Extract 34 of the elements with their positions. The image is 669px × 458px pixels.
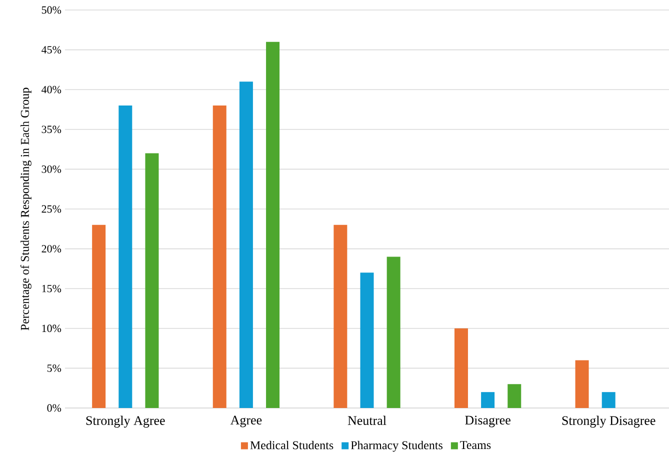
y-tick-label: 30%: [42, 165, 62, 173]
y-tick-label: 15%: [42, 284, 62, 292]
bar: [212, 106, 226, 408]
bar: [92, 224, 106, 408]
bar: [239, 82, 253, 408]
bar: [118, 106, 132, 408]
y-axis-title: Percentage of Students Responding in Each Group: [20, 88, 32, 330]
y-tick-label: 50%: [42, 6, 62, 14]
legend-label: Pharmacy Students: [350, 440, 442, 452]
y-tick-label: 10%: [42, 324, 62, 332]
bar: [360, 272, 374, 408]
y-tick-label: 35%: [42, 126, 62, 134]
y-tick-label: 45%: [42, 46, 62, 54]
y-tick-label: 0%: [47, 404, 62, 412]
y-tick-label: 20%: [42, 245, 62, 253]
bar: [481, 392, 495, 408]
x-tick-label: Strongly Disagree: [562, 416, 656, 428]
y-tick-label: 40%: [42, 86, 62, 94]
legend-label: Teams: [460, 441, 491, 450]
y-tick-label: 5%: [47, 364, 62, 372]
bar: [266, 42, 280, 408]
bar: [602, 392, 616, 408]
y-tick-label: 25%: [42, 205, 62, 213]
bar: [575, 360, 589, 408]
x-tick-label: Strongly Agree: [86, 416, 165, 428]
bar: [508, 384, 522, 408]
bar: [454, 328, 468, 408]
legend-label: Medical Students: [250, 440, 334, 450]
bar: [145, 153, 159, 408]
bar: [386, 256, 400, 408]
x-tick-label: Agree: [230, 416, 262, 428]
x-tick-label: Neutral: [348, 416, 386, 425]
x-tick-label: Disagree: [465, 416, 510, 428]
bar: [334, 224, 348, 408]
